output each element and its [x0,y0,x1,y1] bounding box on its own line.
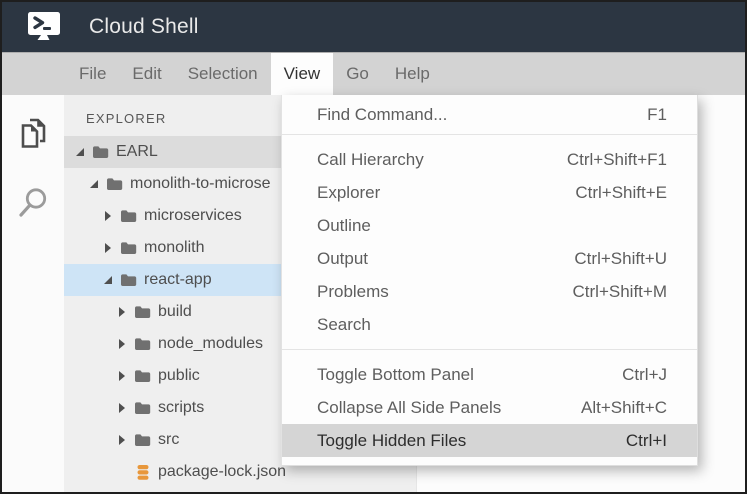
menu-file[interactable]: File [79,64,107,83]
folder-icon [134,369,151,383]
cloud-shell-logo-icon [28,12,60,40]
chevron-expanded-icon [88,180,100,188]
folder-icon [120,209,137,223]
title-bar: Cloud Shell [2,2,745,52]
tree-item-label: microservices [144,207,242,224]
menu-item-toggle-bottom-panel[interactable]: Toggle Bottom Panel Ctrl+J [282,358,697,391]
app-title: Cloud Shell [89,15,199,38]
menu-item-collapse-all-side-panels[interactable]: Collapse All Side Panels Alt+Shift+C [282,391,697,424]
tree-item-package-lock-json[interactable]: package-lock.json [64,456,416,488]
menu-edit[interactable]: Edit [132,64,162,83]
tree-item-scripts[interactable]: scripts [64,392,416,424]
menu-group: Find Command... F1 [282,95,697,134]
chevron-collapsed-icon [116,307,128,317]
tree-item-label: public [158,367,200,384]
menu-item-search[interactable]: Search [282,308,697,341]
folder-icon [120,241,137,255]
folder-icon [120,273,137,287]
chevron-collapsed-icon [102,211,114,221]
menu-item-label: Output [317,248,369,268]
menu-item-label: Toggle Hidden Files [317,430,467,450]
tree-item-label: EARL [116,143,158,160]
folder-icon [92,145,109,159]
chevron-expanded-icon [102,276,114,284]
explorer-header: EXPLORER [86,111,167,126]
tree-item-label: build [158,303,192,320]
menu-group: Call Hierarchy Ctrl+Shift+F1 Explorer Ctrl+… [282,135,697,349]
chevron-collapsed-icon [116,403,128,413]
menu-item-shortcut: Ctrl+Shift+F1 [566,149,667,169]
menu-selection[interactable]: Selection [187,64,258,83]
tree-item-label: package-lock.json [158,463,287,480]
menu-item-shortcut: Ctrl+Shift+M [572,281,667,301]
folder-icon [106,177,123,191]
menu-item-label: Search [317,314,371,334]
tree-item-label: monolith-to-microse [130,175,271,192]
tree-item-monolith-to-microse[interactable]: monolith-to-microse [64,168,416,200]
menu-item-shortcut: Alt+Shift+C [581,397,667,417]
menu-item-explorer[interactable]: Explorer Ctrl+Shift+E [282,176,697,209]
activity-bar [2,95,64,492]
menu-help[interactable]: Help [394,64,430,83]
menu-item-label: Outline [317,215,371,235]
menu-item-shortcut: Ctrl+I [625,430,667,450]
menu-item-toggle-hidden-files[interactable]: Toggle Hidden Files Ctrl+I [282,424,697,457]
tree-item-label: monolith [144,239,205,256]
menu-view[interactable]: View [270,53,334,95]
folder-icon [134,305,151,319]
menu-bar: File Edit Selection View Go Help [2,52,745,95]
tree-item-microservices[interactable]: microservices [64,200,416,232]
menu-item-label: Explorer [317,182,381,202]
menu-item-shortcut: Ctrl+Shift+U [574,248,667,268]
tree-item-label: node_modules [158,335,263,352]
menu-item-shortcut: F1 [647,104,667,124]
menu-item-label: Call Hierarchy [317,149,424,169]
tree-item-label: scripts [158,399,205,416]
chevron-expanded-icon [74,148,86,156]
menu-item-find-command[interactable]: Find Command... F1 [282,98,697,131]
menu-item-shortcut: Ctrl+Shift+E [575,182,667,202]
menu-item-label: Find Command... [317,104,448,124]
tree-item-node-modules[interactable]: node_modules [64,328,416,360]
menu-item-problems[interactable]: Problems Ctrl+Shift+M [282,275,697,308]
tree-item-label: react-app [144,271,212,288]
json-file-icon [134,464,151,481]
tree-item-label: src [158,431,180,448]
menu-item-outline[interactable]: Outline [282,209,697,242]
search-icon[interactable] [13,183,53,223]
tree-item-build[interactable]: build [64,296,416,328]
folder-icon [134,401,151,415]
tree-item-src[interactable]: src [64,424,416,456]
files-icon[interactable] [13,113,53,153]
tree-item-public[interactable]: public [64,360,416,392]
chevron-collapsed-icon [116,339,128,349]
menu-item-output[interactable]: Output Ctrl+Shift+U [282,242,697,275]
chevron-collapsed-icon [116,435,128,445]
folder-icon [134,433,151,447]
chevron-collapsed-icon [102,243,114,253]
view-menu-dropdown: Find Command... F1 Call Hierarchy Ctrl+Shif… [281,95,698,466]
menu-item-shortcut: Ctrl+J [622,364,667,384]
menu-item-call-hierarchy[interactable]: Call Hierarchy Ctrl+Shift+F1 [282,143,697,176]
tree-item-monolith[interactable]: monolith [64,232,416,264]
menu-item-label: Collapse All Side Panels [317,397,502,417]
menu-separator [282,134,697,135]
menu-item-label: Problems [317,281,389,301]
menu-separator [282,349,697,350]
chevron-collapsed-icon [116,371,128,381]
menu-go[interactable]: Go [346,64,369,83]
folder-icon [134,337,151,351]
menu-item-label: Toggle Bottom Panel [317,364,474,384]
menu-group: Toggle Bottom Panel Ctrl+J Collapse All Si… [282,350,697,465]
